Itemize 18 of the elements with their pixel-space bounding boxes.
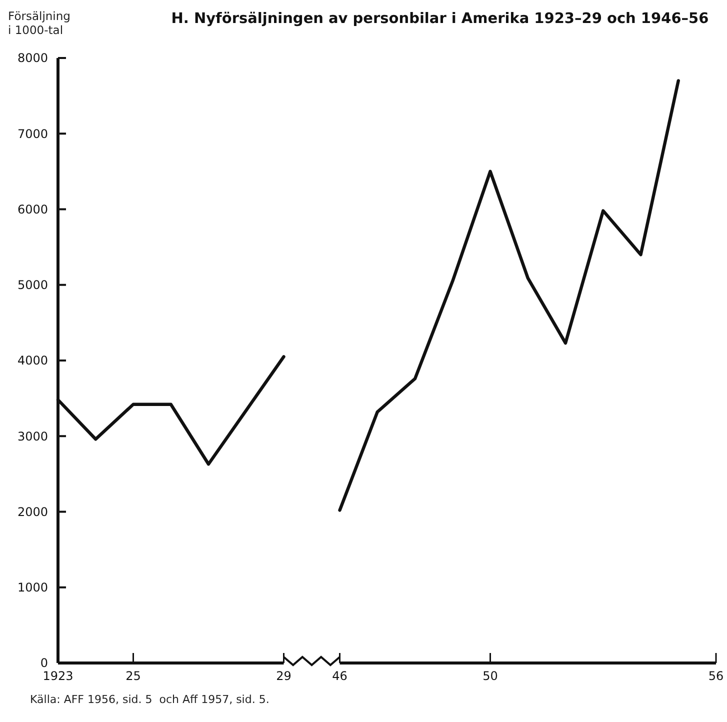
y-tick-label: 2000 xyxy=(17,504,48,519)
y-tick-label: 4000 xyxy=(17,354,48,368)
text: H. Nyförsäljningen av personbilar i Amerika 1923–29 och 1946–56 xyxy=(171,11,709,27)
text: Källa: AFF 1956, sid. 5 och Aff 1957, sid. 5. xyxy=(30,693,270,706)
x-tick-label: 29 xyxy=(276,669,292,683)
y-axis-title: Försäljning i 1000-tal xyxy=(8,9,70,37)
y-tick-label: 6000 xyxy=(17,202,48,216)
x-tick-label: 46 xyxy=(332,669,348,683)
x-tick-label: 56 xyxy=(708,669,724,683)
y-tick-label: 1000 xyxy=(17,580,48,595)
y-tick-label: 0 xyxy=(40,656,48,670)
y-tick-label: 7000 xyxy=(17,126,48,141)
x-tick-label: 50 xyxy=(482,669,498,683)
y-tick-label: 5000 xyxy=(17,278,48,292)
y-tick-label: 8000 xyxy=(17,51,48,66)
y-tick-label: 3000 xyxy=(17,429,48,444)
x-tick-label: 1923 xyxy=(42,669,74,683)
x-tick-label: 25 xyxy=(126,669,141,683)
